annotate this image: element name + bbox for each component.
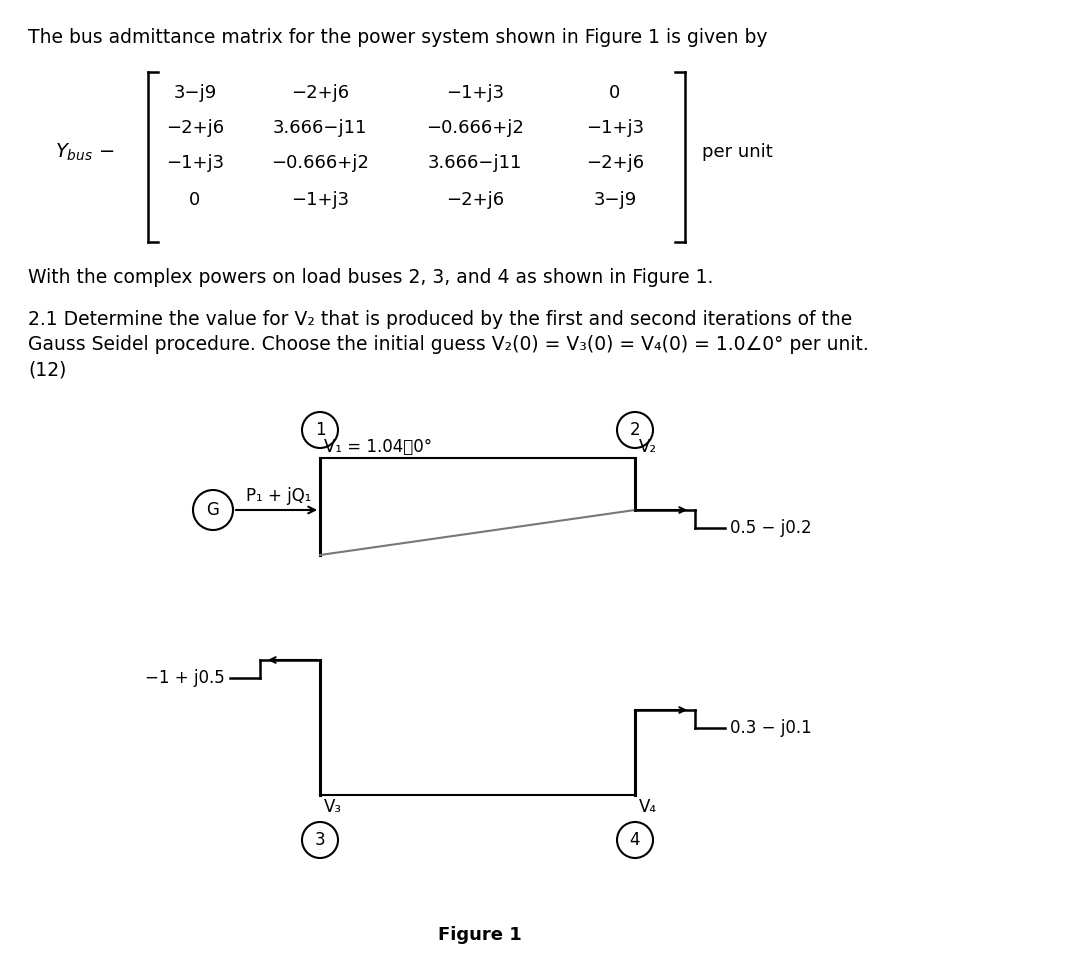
Text: V₂: V₂	[639, 438, 657, 456]
Text: −0.666+j2: −0.666+j2	[427, 119, 524, 137]
Text: −2+j6: −2+j6	[166, 119, 224, 137]
Text: P₁ + jQ₁: P₁ + jQ₁	[246, 487, 312, 505]
Text: −1+j3: −1+j3	[166, 154, 224, 172]
Text: G: G	[206, 501, 219, 519]
Text: 2.1 Determine the value for V₂ that is produced by the first and second iteratio: 2.1 Determine the value for V₂ that is p…	[28, 310, 852, 329]
Text: per unit: per unit	[702, 143, 773, 161]
Text: 0.3 − j0.1: 0.3 − j0.1	[730, 719, 812, 737]
Text: (12): (12)	[28, 360, 66, 379]
Text: Figure 1: Figure 1	[438, 926, 522, 944]
Text: 3.666−j11: 3.666−j11	[273, 119, 367, 137]
Text: 0.5 − j0.2: 0.5 − j0.2	[730, 519, 812, 537]
Text: −1 + j0.5: −1 + j0.5	[145, 669, 225, 687]
Text: −1+j3: −1+j3	[586, 119, 644, 137]
Text: −2+j6: −2+j6	[446, 191, 504, 209]
Text: 1: 1	[314, 421, 325, 439]
Text: V₃: V₃	[324, 798, 342, 816]
Text: 3−j9: 3−j9	[593, 191, 636, 209]
Text: −0.666+j2: −0.666+j2	[271, 154, 369, 172]
Text: 0: 0	[609, 84, 621, 102]
Text: 2: 2	[630, 421, 640, 439]
Text: V₁ = 1.04⤂0°: V₁ = 1.04⤂0°	[324, 438, 432, 456]
Text: The bus admittance matrix for the power system shown in Figure 1 is given by: The bus admittance matrix for the power …	[28, 28, 768, 47]
Text: −2+j6: −2+j6	[291, 84, 349, 102]
Text: −1+j3: −1+j3	[446, 84, 504, 102]
Text: $\mathit{Y}_{\mathit{bus}}$ −: $\mathit{Y}_{\mathit{bus}}$ −	[55, 141, 114, 162]
Text: 0: 0	[189, 191, 201, 209]
Text: 3−j9: 3−j9	[174, 84, 217, 102]
Text: 3: 3	[314, 831, 325, 849]
Text: −1+j3: −1+j3	[291, 191, 349, 209]
Text: −2+j6: −2+j6	[586, 154, 644, 172]
Text: With the complex powers on load buses 2, 3, and 4 as shown in Figure 1.: With the complex powers on load buses 2,…	[28, 268, 714, 287]
Text: V₄: V₄	[639, 798, 657, 816]
Text: 4: 4	[630, 831, 640, 849]
Text: 3.666−j11: 3.666−j11	[428, 154, 523, 172]
Text: Gauss Seidel procedure. Choose the initial guess V₂(0) = V₃(0) = V₄(0) = 1.0∠0° : Gauss Seidel procedure. Choose the initi…	[28, 335, 868, 354]
